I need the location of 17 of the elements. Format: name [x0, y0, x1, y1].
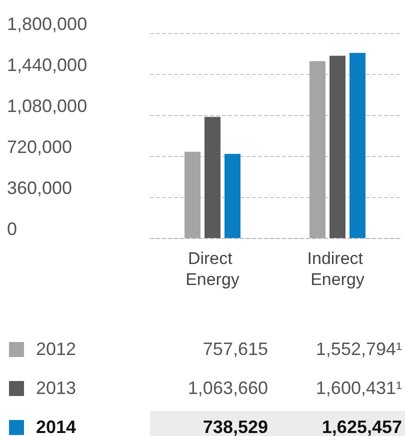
x-tick-label: Direct Energy — [186, 249, 240, 289]
y-tick-label: 0 — [7, 219, 18, 239]
data-label: 1,063,660 — [188, 378, 268, 399]
x-tick-label: Indirect Energy — [307, 249, 368, 289]
data-label: 1,552,794¹ — [316, 339, 402, 360]
legend-label: 2012 — [36, 339, 76, 360]
data-label: 738,529 — [202, 417, 268, 436]
data-label: 1,600,431¹ — [316, 378, 402, 399]
y-tick-label: 1,080,000 — [7, 96, 88, 116]
y-tick-label: 720,000 — [7, 137, 72, 157]
y-tick-label: 1,800,000 — [7, 14, 88, 34]
data-label: 757,615 — [202, 339, 268, 360]
y-tick-label: 360,000 — [7, 178, 72, 198]
data-label: 1,625,457 — [322, 417, 402, 436]
legend-label: 2013 — [36, 378, 76, 399]
legend-label: 2014 — [36, 417, 76, 436]
y-tick-label: 1,440,000 — [7, 55, 88, 75]
